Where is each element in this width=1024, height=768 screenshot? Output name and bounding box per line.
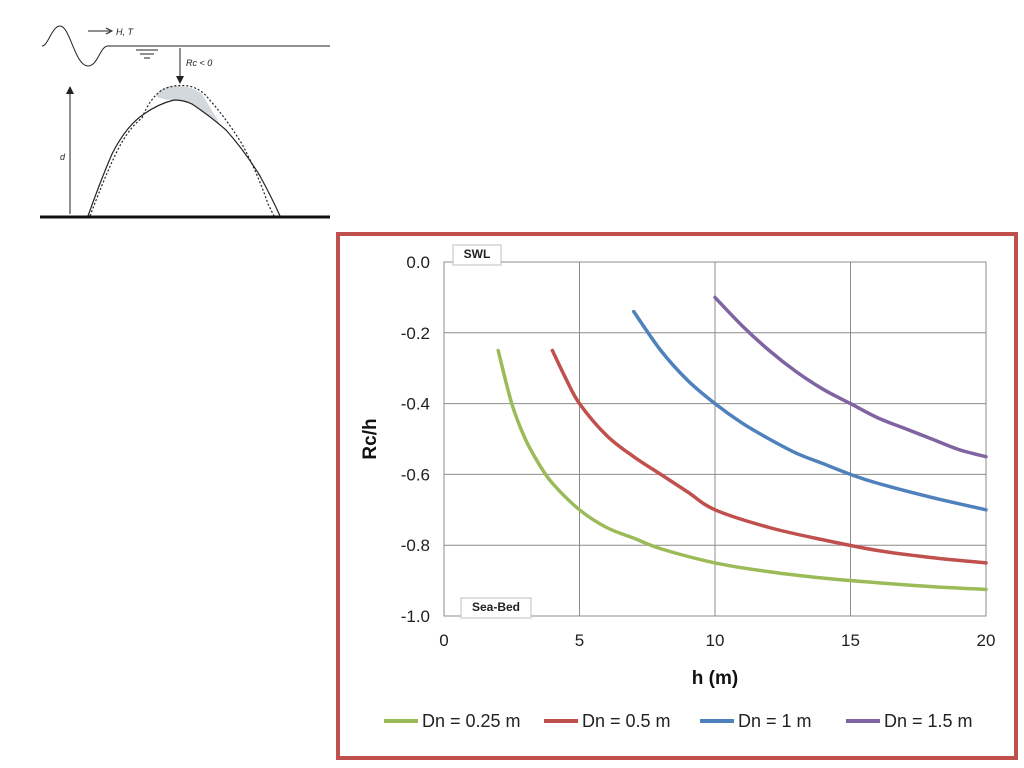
crest-shaded-area xyxy=(156,86,220,124)
series-line-1 xyxy=(550,348,988,565)
swl-note-text: SWL xyxy=(464,247,491,261)
y-tick-label-0: 0.0 xyxy=(406,253,430,272)
wave-label: H, T xyxy=(116,27,135,37)
breakwater-profile-solid xyxy=(87,99,281,217)
depth-arrow-head xyxy=(66,86,74,94)
x-tick-label-4: 20 xyxy=(977,631,996,650)
x-tick-label-2: 10 xyxy=(706,631,725,650)
x-axis-title: h (m) xyxy=(692,668,738,689)
x-tick-label-0: 0 xyxy=(439,631,448,650)
series-line-2 xyxy=(631,309,988,512)
legend: Dn = 0.25 m Dn = 0.5 m Dn = 1 m Dn = 1.5 m xyxy=(384,711,973,731)
legend-label-1: Dn = 0.5 m xyxy=(582,711,671,731)
depth-label: d xyxy=(60,152,66,162)
legend-label-2: Dn = 1 m xyxy=(738,711,812,731)
series-line-3 xyxy=(713,295,988,459)
swl-note: SWL xyxy=(452,244,502,266)
wave-arrow-head xyxy=(105,27,114,35)
x-tick-label-3: 15 xyxy=(841,631,860,650)
freeboard-label: Rc < 0 xyxy=(186,58,212,68)
x-tick-labels: 0 5 10 15 20 xyxy=(439,631,995,650)
y-tick-label-2: -0.4 xyxy=(401,395,430,414)
swl-symbol xyxy=(136,49,158,59)
sea-bed-note-text: Sea-Bed xyxy=(472,600,520,614)
x-tick-label-1: 5 xyxy=(575,631,584,650)
y-tick-label-4: -0.8 xyxy=(401,536,430,555)
breakwater-sketch: H, T Rc < 0 d xyxy=(40,25,330,219)
breakwater-profile-dotted xyxy=(89,84,275,217)
y-tick-label-5: -1.0 xyxy=(401,607,430,626)
series-line-0 xyxy=(496,348,988,592)
y-tick-label-1: -0.2 xyxy=(401,324,430,343)
wave-curve xyxy=(41,25,109,67)
sea-bed-note: Sea-Bed xyxy=(460,597,532,619)
y-tick-label-3: -0.6 xyxy=(401,465,430,484)
chart-frame: 0.0 -0.2 -0.4 -0.6 -0.8 -1.0 0 5 10 15 20 h (m) R… xyxy=(336,232,1018,760)
chart: 0.0 -0.2 -0.4 -0.6 -0.8 -1.0 0 5 10 15 20 h (m) R… xyxy=(360,244,995,731)
y-axis-title: Rc/h xyxy=(360,418,381,459)
y-tick-labels: 0.0 -0.2 -0.4 -0.6 -0.8 -1.0 xyxy=(401,253,430,626)
series-lines xyxy=(496,295,988,592)
plot-border xyxy=(443,261,987,617)
legend-label-3: Dn = 1.5 m xyxy=(884,711,973,731)
legend-label-0: Dn = 0.25 m xyxy=(422,711,521,731)
freeboard-arrow-head xyxy=(176,76,184,84)
